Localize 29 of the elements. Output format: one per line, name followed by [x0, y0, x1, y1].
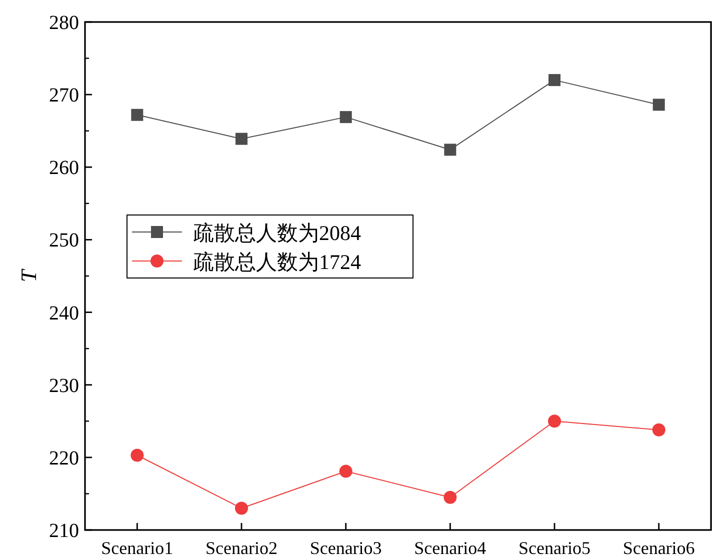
- x-tick-label: Scenario5: [518, 538, 590, 558]
- x-tick-label: Scenario3: [310, 538, 382, 558]
- point: [444, 144, 456, 156]
- x-tick-label: Scenario6: [622, 538, 695, 558]
- y-tick-label: 260: [49, 157, 79, 180]
- y-tick-label: 250: [49, 230, 79, 252]
- point: [444, 490, 457, 504]
- point: [340, 111, 352, 124]
- y-axis-title: T: [16, 268, 41, 282]
- point: [652, 423, 666, 436]
- legend-label: 疏散总人数为1724: [193, 250, 362, 274]
- point: [652, 98, 665, 111]
- point: [548, 74, 560, 86]
- point: [339, 464, 352, 478]
- point: [548, 414, 561, 428]
- y-tick-label: 210: [49, 520, 79, 542]
- y-tick-label: 230: [49, 374, 79, 397]
- point: [130, 448, 144, 462]
- x-tick-label: Scenario4: [414, 538, 486, 558]
- y-tick-label: 270: [49, 84, 79, 107]
- point: [131, 108, 144, 121]
- legend-label: 疏散总人数为2084: [193, 221, 362, 245]
- point: [236, 132, 248, 145]
- y-tick-label: 220: [49, 447, 79, 470]
- x-tick-label: Scenario2: [206, 538, 278, 558]
- y-tick-label: 280: [49, 12, 79, 34]
- x-tick-label: Scenario1: [101, 538, 174, 558]
- point: [235, 502, 248, 515]
- y-tick-label: 240: [49, 302, 79, 324]
